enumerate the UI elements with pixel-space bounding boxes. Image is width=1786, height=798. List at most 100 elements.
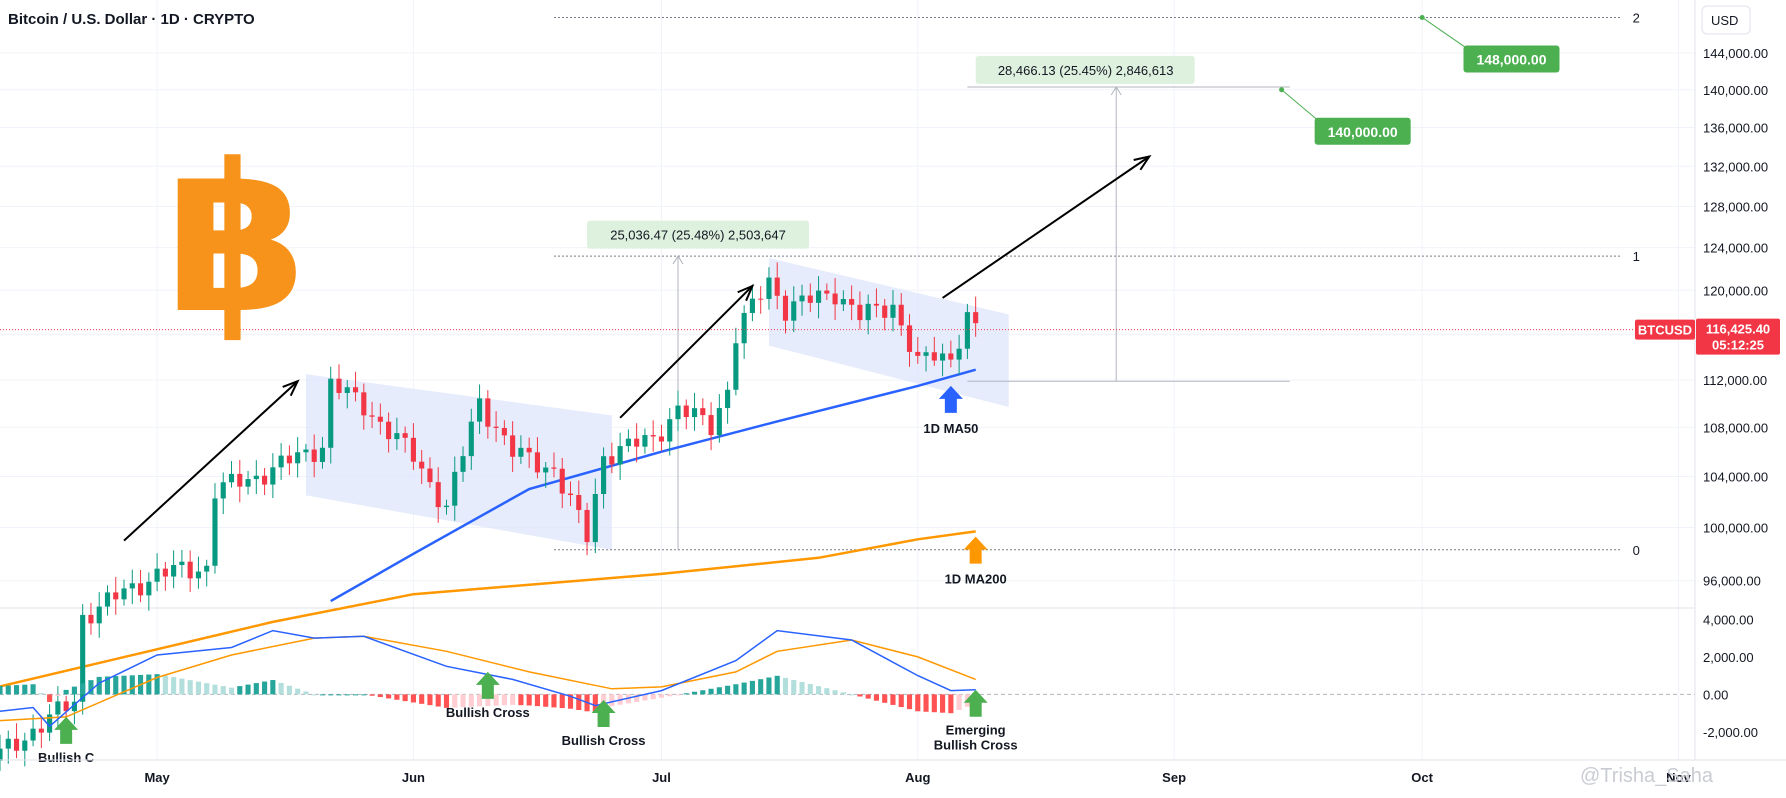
candle-body xyxy=(923,352,929,356)
ma200-line xyxy=(0,530,976,688)
fib-level-label: 1 xyxy=(1633,249,1640,264)
target-box-0 xyxy=(1463,45,1560,73)
candle-body xyxy=(658,436,665,442)
macd-histogram-bar xyxy=(518,694,524,706)
price-tick-label: 108,000.00 xyxy=(1703,420,1768,435)
trend-arrow-2 xyxy=(619,285,754,419)
moving-averages xyxy=(0,368,977,688)
macd-histogram-bar xyxy=(543,694,549,707)
candle-body xyxy=(220,482,226,499)
macd-histogram-bar xyxy=(476,694,483,707)
macd-histogram-bar xyxy=(452,694,458,708)
channels xyxy=(305,258,1009,550)
macd-histogram-bar xyxy=(443,694,450,708)
candle-body xyxy=(882,305,888,318)
candle-body xyxy=(171,565,177,577)
candle-body xyxy=(435,482,441,508)
candle-body xyxy=(129,583,135,589)
macd-histogram-bar xyxy=(708,688,714,695)
candle-body xyxy=(849,298,855,305)
candle-body xyxy=(807,295,813,303)
time-tick-label: Oct xyxy=(1411,770,1433,785)
candle-body xyxy=(534,452,541,473)
candle-body xyxy=(592,493,598,543)
candle-body xyxy=(625,438,631,447)
macd-histogram-bar xyxy=(634,694,640,702)
candle-body xyxy=(228,473,235,483)
macd-histogram-bar xyxy=(104,676,111,695)
candle-body xyxy=(402,433,408,438)
measure-box-1-label: 25,036.47 (25.48%) 2,503,647 xyxy=(610,228,786,243)
trend-arrow-3 xyxy=(942,155,1150,299)
price-tag xyxy=(1696,318,1780,355)
macd-histogram-bar xyxy=(807,684,813,695)
candle-body xyxy=(121,588,127,600)
price-tag-value: 116,425.40 xyxy=(1706,322,1770,337)
candle-body xyxy=(634,438,640,447)
candle-body xyxy=(567,493,574,496)
macd-signal-line xyxy=(0,635,976,722)
candle-body xyxy=(799,295,805,302)
candle-body xyxy=(700,408,706,416)
macd-histogram-bar xyxy=(38,693,44,695)
macd-histogram-bar xyxy=(96,676,102,695)
candle-body xyxy=(5,738,11,749)
macd-histogram-bar xyxy=(0,685,3,695)
macd-histogram-bar xyxy=(501,694,507,706)
macd-histogram-bar xyxy=(460,694,466,708)
measure-box-2 xyxy=(975,55,1195,84)
candle-body xyxy=(361,392,367,416)
candle-body xyxy=(526,447,532,453)
macd-histogram-bar xyxy=(419,694,425,704)
macd-histogram-bar xyxy=(468,694,474,707)
macd-histogram-bar xyxy=(609,694,615,707)
macd-histogram-bar xyxy=(650,694,656,700)
candle-body xyxy=(30,728,36,741)
currency-button[interactable]: USD xyxy=(1701,5,1751,35)
candle-body xyxy=(63,701,69,712)
macd-histogram-bar xyxy=(195,681,202,695)
candle-body xyxy=(501,427,507,436)
time-tick-label: Jun xyxy=(402,770,425,785)
candle-body xyxy=(319,447,326,462)
candle-body xyxy=(88,614,94,624)
macd-histogram-bar xyxy=(815,686,822,695)
candle-body xyxy=(683,405,689,418)
macd-histogram-bar xyxy=(212,684,218,695)
macd-histogram-bar xyxy=(865,694,871,699)
macd-histogram-bar xyxy=(113,676,119,695)
macd-histogram-bar xyxy=(882,694,888,703)
macd-histogram-bar xyxy=(493,694,499,706)
measure-arrow-1 xyxy=(672,255,684,265)
macd-tick-label: -2,000.00 xyxy=(1703,725,1758,740)
candle-body xyxy=(204,565,210,572)
macd-histogram-bar xyxy=(642,694,648,701)
candle-body xyxy=(601,456,607,494)
macd-histogram-bar xyxy=(567,694,574,709)
macd-histogram-bar xyxy=(146,674,152,695)
price-tick-label: 112,000.00 xyxy=(1703,373,1767,388)
macd-histogram-bar xyxy=(824,688,830,695)
macd-histogram-bar xyxy=(758,679,764,695)
trend-arrow-3-head xyxy=(1133,154,1152,171)
macd-histogram-bar xyxy=(435,694,441,707)
candle-body xyxy=(369,415,375,417)
macd-histogram-bar xyxy=(940,694,946,713)
macd-histogram-bar xyxy=(857,694,863,697)
symbol-tag xyxy=(1635,319,1695,340)
macd-histogram-bar xyxy=(906,694,913,710)
candle-body xyxy=(559,468,565,494)
channel-2 xyxy=(768,258,1009,408)
macd-histogram-bar xyxy=(766,677,772,695)
candle-body xyxy=(915,351,921,356)
candle-body xyxy=(551,467,557,469)
macd-histogram-bar xyxy=(187,680,193,695)
macd-histogram-bar xyxy=(22,684,28,695)
cross-arrow-2 xyxy=(475,671,500,699)
candle-body xyxy=(352,387,359,393)
macd-histogram-bar xyxy=(576,694,582,711)
macd-histogram-bar xyxy=(328,694,334,696)
target-label-1: 140,000.00 xyxy=(1328,124,1398,140)
ma50-label: 1D MA50 xyxy=(923,421,978,436)
macd-histogram-bar xyxy=(526,694,532,706)
